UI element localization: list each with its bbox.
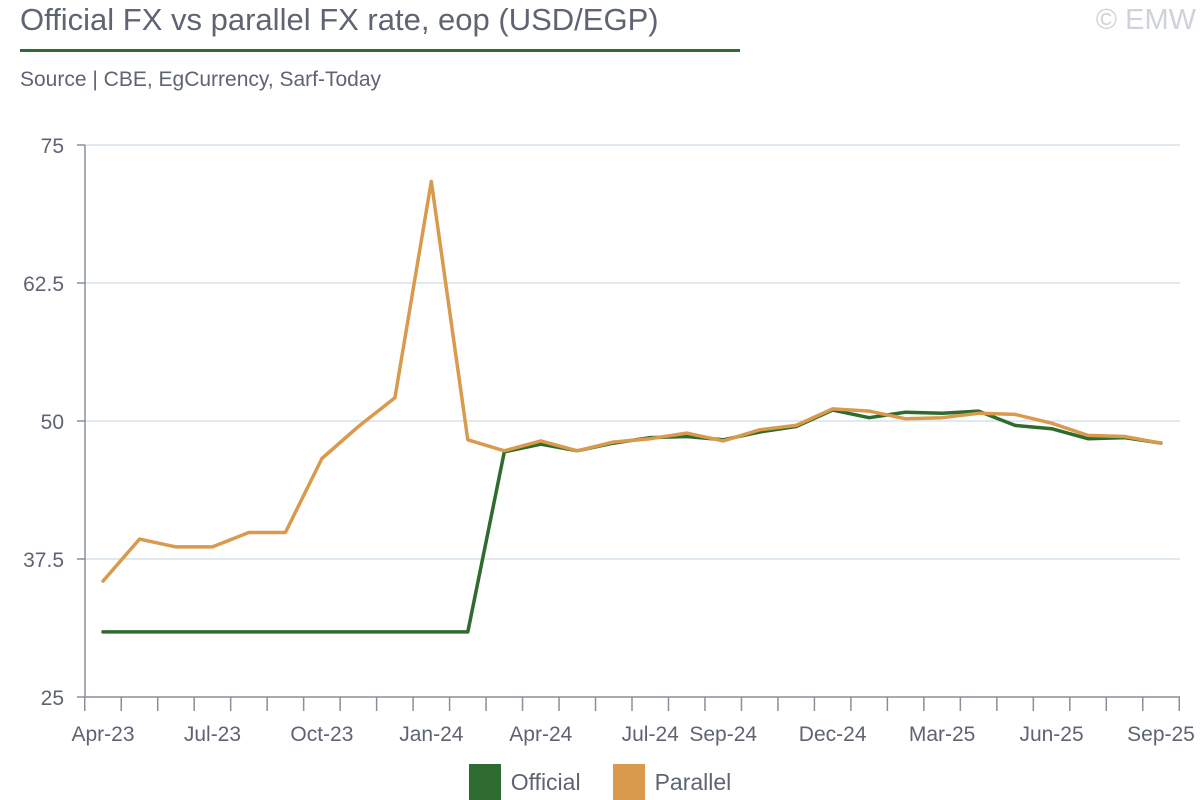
x-tick-label: Jul-23: [184, 723, 241, 746]
title-underline: [20, 49, 740, 52]
legend-item-official: Official: [468, 764, 581, 800]
x-tick-label: Jul-24: [622, 723, 680, 746]
legend-item-parallel: Parallel: [612, 764, 732, 800]
y-tick-label: 50: [41, 411, 64, 434]
legend: Official Parallel: [0, 764, 1200, 800]
legend-label: Parallel: [654, 768, 732, 795]
x-tick-label: Mar-25: [909, 723, 976, 746]
x-tick-label: Apr-24: [509, 723, 572, 746]
x-tick-label: Oct-23: [290, 723, 353, 746]
chart-title: Official FX vs parallel FX rate, eop (US…: [20, 2, 659, 37]
x-tick-label: Apr-23: [71, 723, 134, 746]
x-tick-label: Jan-24: [399, 723, 464, 746]
legend-swatch: [468, 764, 501, 800]
x-tick-label: Jun-25: [1019, 723, 1083, 746]
x-tick-label: Sep-24: [689, 723, 757, 746]
series-line-parallel: [101, 179, 1163, 583]
y-tick-label: 37.5: [23, 549, 64, 572]
line-chart: 25 37.5 50 62.5 75 Apr-23 Jul-23 Oct-23 Jan-24 Ap…: [23, 135, 1195, 746]
y-tick-label: 25: [41, 687, 64, 710]
series-line-official: [101, 408, 1163, 634]
y-tick-label: 62.5: [23, 273, 64, 296]
x-tick-label: Dec-24: [799, 723, 867, 746]
y-tick-label: 75: [41, 135, 64, 158]
source-label: Source | CBE, EgCurrency, Sarf-Today: [20, 68, 382, 91]
legend-swatch: [612, 764, 645, 800]
x-tick-label: Sep-25: [1127, 723, 1195, 746]
legend-label: Official: [510, 768, 581, 795]
copyright-label: © EMW: [1095, 4, 1196, 36]
